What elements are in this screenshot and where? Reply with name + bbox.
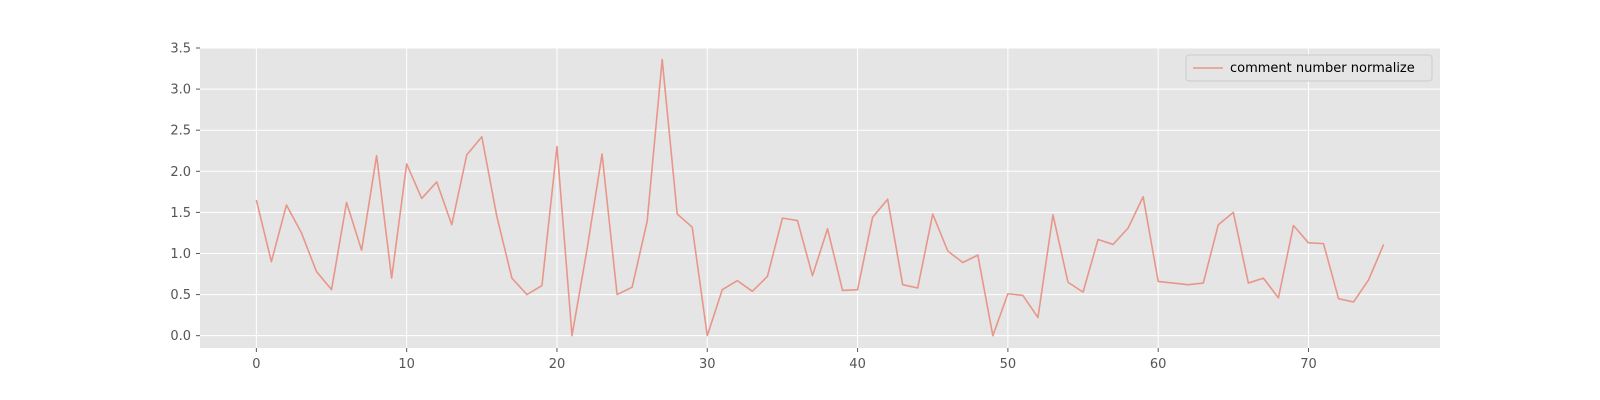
x-tick-label: 20 — [549, 357, 566, 372]
legend: comment number normalize — [1185, 54, 1433, 82]
y-tick-label: 1.5 — [170, 206, 191, 221]
legend-label: comment number normalize — [1230, 61, 1415, 76]
y-tick-label: 0.5 — [170, 288, 191, 303]
plot-background — [200, 48, 1440, 348]
x-tick-label: 0 — [252, 357, 260, 372]
legend-box — [1185, 54, 1433, 82]
y-tick-label: 3.0 — [170, 83, 191, 98]
axis-ticks: 0 10 20 30 40 50 60 70 0.0 0.5 1.0 1.5 2.0 2.5 3.0 3.5 — [170, 42, 1316, 373]
x-tick-label: 10 — [398, 357, 415, 372]
x-tick-label: 30 — [699, 357, 716, 372]
y-tick-label: 2.0 — [170, 165, 191, 180]
x-tick-label: 50 — [1000, 357, 1017, 372]
x-tick-label: 70 — [1300, 357, 1317, 372]
y-tick-label: 1.0 — [170, 247, 191, 262]
x-tick-label: 60 — [1150, 357, 1167, 372]
x-tick-label: 40 — [849, 357, 866, 372]
y-tick-label: 3.5 — [170, 42, 191, 57]
y-tick-label: 2.5 — [170, 124, 191, 139]
y-tick-label: 0.0 — [170, 329, 191, 344]
grid — [200, 47, 1440, 348]
series-layer — [255, 58, 1385, 337]
series-line — [255, 58, 1385, 337]
